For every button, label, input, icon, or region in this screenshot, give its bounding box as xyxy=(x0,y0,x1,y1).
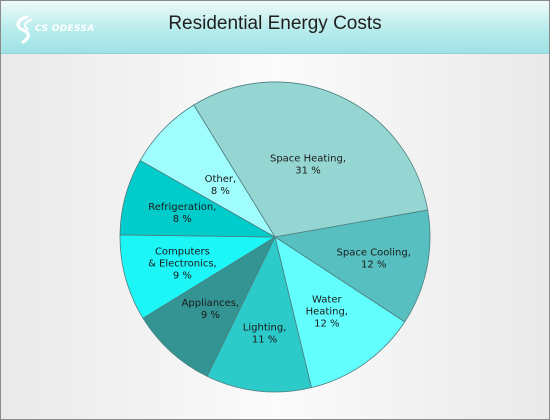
slice-label-space-cooling: Space Cooling, 12 % xyxy=(337,247,411,270)
pie-slice-water-heating xyxy=(274,236,406,389)
pie-slice-computers-electronics xyxy=(119,234,277,319)
slice-label-water-heating: Water Heating, 12 % xyxy=(306,295,348,330)
logo-swirl-icon xyxy=(16,15,32,44)
slice-label-refrigeration: Refrigeration, 8 % xyxy=(148,202,216,225)
pie-slice-appliances xyxy=(142,235,276,377)
slice-label-lighting: Lighting, 11 % xyxy=(243,323,287,346)
logo-text: CS ODESSA xyxy=(35,24,95,34)
pie-slice-other xyxy=(139,104,276,238)
pie-slice-lighting xyxy=(206,235,312,393)
slice-label-other: Other, 8 % xyxy=(205,174,237,197)
slice-label-space-heating: Space Heating, 31 % xyxy=(270,154,346,177)
chart-title: Residential Energy Costs xyxy=(168,13,382,34)
pie-slice-space-heating xyxy=(193,81,429,238)
pie-slice-space-cooling xyxy=(273,209,431,323)
slice-label-computers-electronics: Computers & Electronics, 9 % xyxy=(148,247,217,282)
title-band: CS ODESSA Residential Energy Costs xyxy=(1,1,549,54)
slice-label-appliances: Appliances, 9 % xyxy=(182,298,240,321)
